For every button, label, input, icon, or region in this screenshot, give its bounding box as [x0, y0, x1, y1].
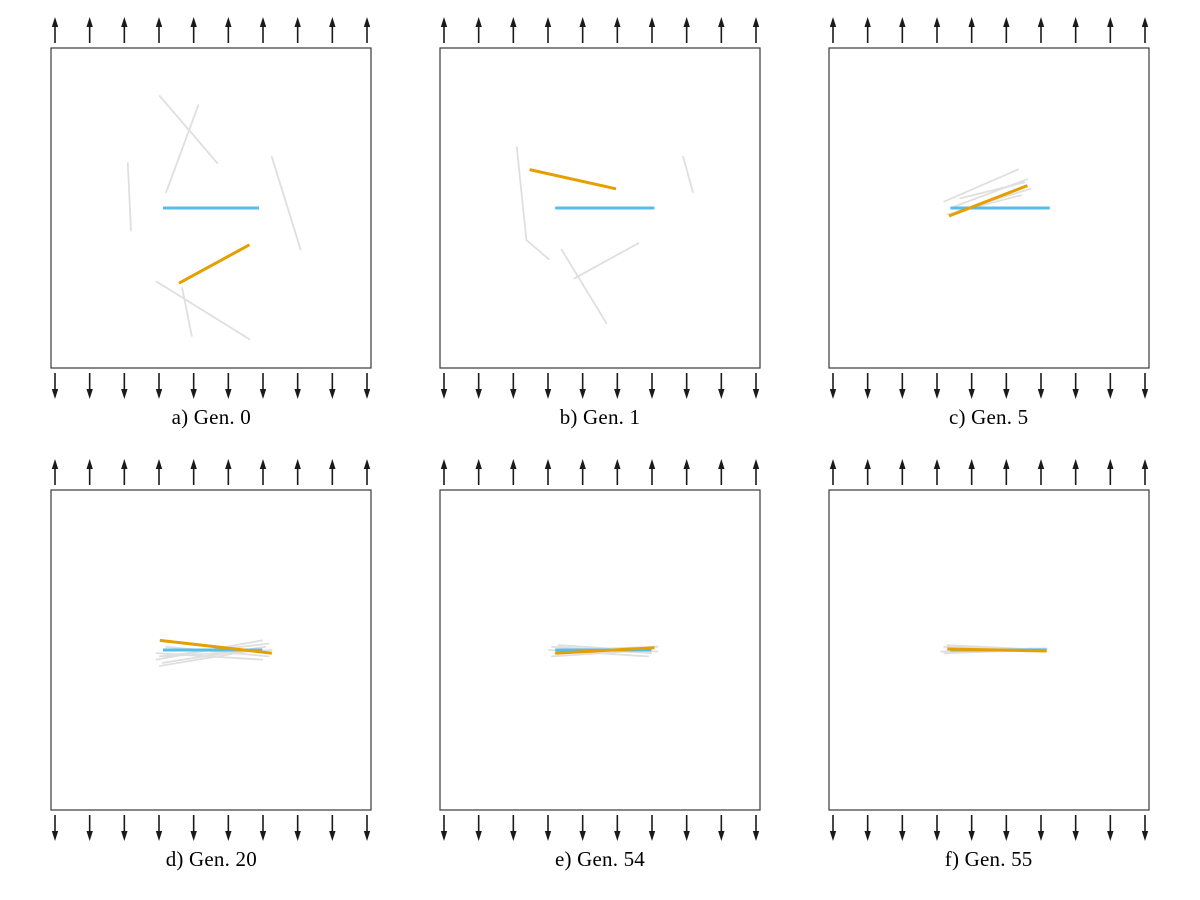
panel-gen-20-caption: d) Gen. 20	[165, 847, 257, 871]
domain-box	[50, 489, 372, 811]
top-load-arrows	[440, 459, 760, 485]
panel-gen-5: c) Gen. 5	[819, 12, 1159, 429]
domain-box	[828, 489, 1150, 811]
panel-gen-55-diagram	[828, 459, 1150, 841]
candidate-crack-line	[947, 647, 1047, 653]
panel-gen-0: a) Gen. 0	[41, 12, 381, 429]
panel-gen-54-diagram	[439, 459, 761, 841]
bottom-load-arrows	[52, 373, 371, 399]
panel-gen-5-diagram	[828, 17, 1150, 399]
panel-gen-20: d) Gen. 20	[41, 454, 381, 871]
bottom-load-arrows	[829, 815, 1148, 841]
panel-gen-0-diagram	[50, 17, 372, 399]
bottom-load-arrows	[829, 373, 1148, 399]
candidate-crack-line	[159, 638, 273, 655]
population-crack-lines	[156, 639, 274, 667]
top-load-arrows	[52, 17, 371, 43]
bottom-load-arrows	[440, 815, 760, 841]
top-load-arrows	[440, 17, 760, 43]
panel-gen-5-caption: c) Gen. 5	[948, 405, 1029, 429]
bottom-load-arrows	[52, 815, 371, 841]
candidate-crack-line	[555, 646, 655, 655]
candidate-crack-line	[529, 168, 617, 191]
domain-box	[828, 47, 1150, 369]
top-load-arrows	[52, 459, 371, 485]
panel-gen-54: e) Gen. 54	[430, 454, 770, 871]
population-crack-lines	[515, 146, 694, 325]
panel-gen-1: b) Gen. 1	[430, 12, 770, 429]
top-load-arrows	[829, 459, 1148, 485]
panel-gen-20-diagram	[50, 459, 372, 841]
panel-gen-0-caption: a) Gen. 0	[171, 405, 251, 429]
panel-gen-1-caption: b) Gen. 1	[559, 405, 641, 429]
domain-box	[439, 47, 761, 369]
domain-box	[50, 47, 372, 369]
panel-gen-55: f) Gen. 55	[819, 454, 1159, 871]
panel-gen-55-caption: f) Gen. 55	[944, 847, 1033, 871]
domain-box	[439, 489, 761, 811]
panel-gen-54-caption: e) Gen. 54	[554, 847, 646, 871]
bottom-load-arrows	[440, 373, 760, 399]
population-crack-lines	[127, 95, 302, 341]
candidate-crack-line	[178, 243, 251, 285]
top-load-arrows	[829, 17, 1148, 43]
panel-gen-1-diagram	[439, 17, 761, 399]
candidate-crack-line	[948, 184, 1028, 218]
